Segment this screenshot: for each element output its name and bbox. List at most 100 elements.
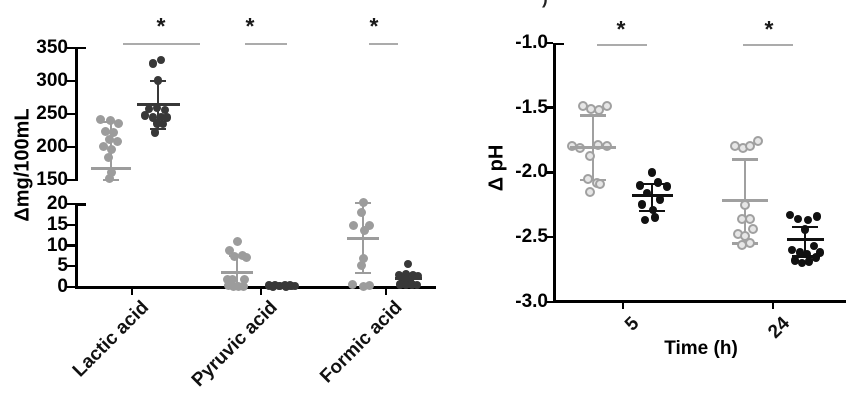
data-point <box>104 134 114 144</box>
y-tick <box>67 112 76 116</box>
y-tick <box>67 285 76 289</box>
data-point <box>401 269 411 279</box>
data-point <box>809 241 819 251</box>
data-point <box>103 153 113 163</box>
data-point <box>356 261 366 271</box>
data-point <box>408 270 418 280</box>
mean-bar <box>221 270 253 274</box>
axis-bracket-cap <box>78 47 86 50</box>
y-tick-label: 20 <box>46 193 68 214</box>
data-point <box>595 178 605 189</box>
y-tick-label: 200 <box>36 136 68 158</box>
data-point <box>106 144 116 154</box>
data-point <box>228 281 238 291</box>
mean-bar <box>722 199 768 203</box>
significance-bar <box>123 42 200 45</box>
x-baseline <box>553 300 846 304</box>
x-tick <box>130 289 134 295</box>
y-tick <box>545 300 554 303</box>
x-tick <box>771 303 775 310</box>
significance-star: * <box>156 13 166 39</box>
data-point <box>162 113 172 122</box>
x-baseline <box>75 286 436 289</box>
data-point <box>108 128 118 138</box>
data-point <box>105 116 115 126</box>
y-axis-line <box>553 42 556 303</box>
data-point <box>358 253 368 263</box>
ph-x-axis-title: Time (h) <box>664 338 738 359</box>
data-point <box>348 220 358 230</box>
mean-bar <box>394 277 422 281</box>
data-point <box>233 281 243 291</box>
data-point <box>585 150 595 161</box>
data-point <box>648 205 658 215</box>
data-point <box>394 270 404 280</box>
data-point <box>800 225 810 234</box>
cropped-panel-label: ) <box>542 0 548 9</box>
data-point <box>802 249 812 259</box>
acids-y-axis-title: Δmg/100mL <box>11 108 34 222</box>
data-point <box>790 256 800 265</box>
x-tick <box>259 289 263 295</box>
data-point <box>156 112 166 122</box>
data-point <box>745 213 755 224</box>
data-point <box>364 281 374 291</box>
axis-bracket-cap <box>78 203 86 206</box>
data-point <box>229 252 239 262</box>
mean-bar <box>631 194 673 198</box>
data-point <box>745 141 755 152</box>
y-tick-label: -3.0 <box>515 290 548 312</box>
data-point <box>158 119 168 129</box>
error-bar-cap <box>732 158 758 161</box>
y-tick <box>545 106 554 109</box>
data-point <box>356 208 366 218</box>
y-tick <box>67 202 76 206</box>
y-tick <box>67 223 76 226</box>
y-tick-label: 250 <box>36 103 68 125</box>
y-tick-label: 0 <box>57 276 68 297</box>
significance-star: * <box>245 13 255 39</box>
data-point <box>785 210 795 220</box>
data-point <box>152 119 162 128</box>
data-point <box>753 136 763 147</box>
y-axis-line <box>75 203 78 289</box>
y-tick-label: -2.0 <box>515 161 548 183</box>
data-point <box>100 126 110 136</box>
data-point <box>156 55 166 65</box>
data-point <box>811 253 821 262</box>
significance-bar <box>743 44 793 46</box>
data-point <box>662 182 672 191</box>
y-tick-label: 10 <box>46 234 68 256</box>
data-point <box>140 111 150 120</box>
data-point <box>407 280 417 289</box>
data-point <box>98 141 108 151</box>
data-point <box>797 258 807 268</box>
data-point <box>748 224 758 235</box>
data-point <box>395 280 405 289</box>
significance-bar <box>245 42 287 45</box>
category-label: 24 <box>764 313 794 343</box>
y-tick <box>545 171 554 174</box>
data-point <box>95 114 105 124</box>
mean-bar <box>91 166 131 170</box>
data-point <box>403 259 413 269</box>
y-tick <box>67 178 76 182</box>
data-point <box>222 274 232 284</box>
data-point <box>364 221 374 231</box>
error-bar-cap <box>355 272 371 275</box>
data-point <box>815 248 825 257</box>
data-point <box>583 173 593 184</box>
data-point <box>160 105 170 115</box>
data-point <box>359 226 369 236</box>
data-point <box>650 213 660 222</box>
data-point <box>401 280 411 290</box>
y-tick-label: 350 <box>36 37 68 59</box>
y-tick-label: -1.0 <box>515 32 548 53</box>
data-point <box>152 103 162 113</box>
y-tick <box>67 47 76 50</box>
mean-bar <box>136 103 180 107</box>
significance-star: * <box>764 16 774 42</box>
data-point <box>153 76 163 85</box>
x-tick <box>621 303 625 310</box>
y-tick-label: -2.5 <box>515 226 548 248</box>
